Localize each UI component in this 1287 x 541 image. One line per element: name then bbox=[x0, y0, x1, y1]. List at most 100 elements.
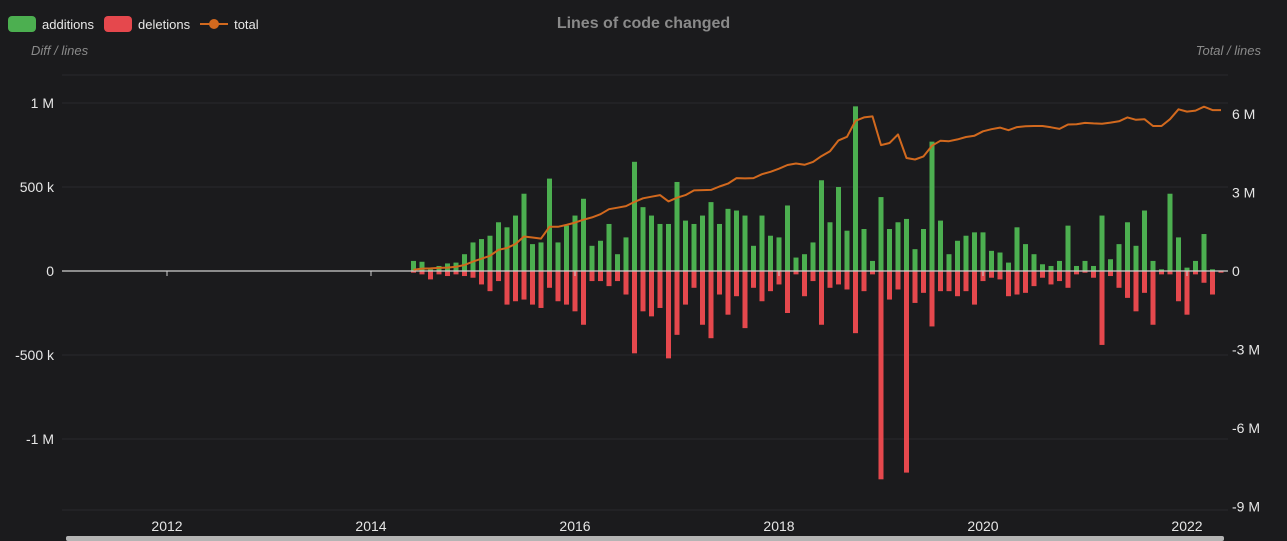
deletion-bar bbox=[921, 271, 926, 293]
addition-bar bbox=[1142, 210, 1147, 271]
deletion-bar bbox=[878, 271, 884, 480]
addition-bar bbox=[683, 220, 688, 271]
total-series-line bbox=[413, 105, 1221, 271]
addition-bar bbox=[1014, 227, 1020, 271]
addition-bar bbox=[1150, 260, 1156, 271]
y-axis-left-label: Diff / lines bbox=[31, 43, 89, 58]
addition-bar bbox=[742, 215, 748, 271]
deletion-bar bbox=[1099, 271, 1105, 345]
deletions-swatch bbox=[104, 16, 133, 32]
deletion-bar bbox=[861, 271, 867, 292]
addition-bar bbox=[963, 235, 969, 271]
deletion-bar bbox=[1082, 271, 1088, 273]
addition-bar bbox=[938, 220, 943, 271]
deletion-bar bbox=[802, 271, 807, 297]
x-tick-label: 2016 bbox=[559, 518, 590, 534]
addition-bar bbox=[802, 254, 807, 271]
deletion-bar bbox=[1040, 271, 1045, 278]
addition-bar bbox=[972, 232, 977, 271]
deletion-bar bbox=[1091, 271, 1096, 278]
deletion-bar bbox=[1133, 271, 1139, 312]
deletion-bar bbox=[785, 271, 790, 313]
addition-bar bbox=[1116, 244, 1122, 271]
deletion-bar bbox=[963, 271, 969, 292]
addition-bar bbox=[589, 245, 595, 271]
addition-bar bbox=[751, 245, 756, 271]
x-tick-label: 2014 bbox=[355, 518, 386, 534]
deletion-bar bbox=[632, 271, 637, 354]
deletion-bar bbox=[904, 271, 909, 473]
addition-bar bbox=[1082, 260, 1088, 271]
addition-bar bbox=[615, 254, 620, 271]
addition-bar bbox=[606, 223, 612, 271]
deletion-bar bbox=[1167, 271, 1173, 275]
addition-bar bbox=[462, 254, 467, 271]
deletion-bar bbox=[887, 271, 892, 300]
addition-bar bbox=[1065, 225, 1071, 271]
deletion-bar bbox=[547, 271, 552, 288]
deletion-bar bbox=[521, 271, 527, 300]
deletion-bar bbox=[725, 271, 731, 315]
deletion-bar bbox=[972, 271, 977, 305]
deletion-bar bbox=[1023, 271, 1028, 293]
addition-bar bbox=[912, 249, 918, 271]
addition-bar bbox=[700, 215, 705, 271]
deletion-bar bbox=[929, 271, 935, 327]
y-tick-label-right: 6 M bbox=[1232, 106, 1255, 122]
deletion-bar bbox=[1201, 271, 1207, 283]
deletion-bar bbox=[912, 271, 918, 303]
x-scrollbar[interactable] bbox=[66, 536, 1224, 541]
legend-deletions-label: deletions bbox=[138, 16, 191, 32]
deletion-bar bbox=[581, 271, 586, 325]
deletion-bar bbox=[1193, 271, 1198, 275]
deletion-bar bbox=[793, 271, 799, 275]
deletion-bar bbox=[717, 271, 722, 295]
deletion-bar bbox=[657, 271, 663, 308]
addition-bar bbox=[725, 208, 731, 271]
legend-deletions[interactable]: deletions bbox=[104, 16, 190, 32]
legend-total[interactable]: total bbox=[200, 16, 259, 32]
y-tick-label-right: -9 M bbox=[1232, 499, 1260, 515]
deletion-bar bbox=[708, 271, 714, 339]
addition-bar bbox=[980, 232, 986, 271]
addition-bar bbox=[1074, 265, 1079, 271]
addition-bar bbox=[1159, 269, 1164, 271]
deletion-bar bbox=[819, 271, 824, 325]
addition-bar bbox=[547, 178, 552, 271]
addition-bar bbox=[827, 222, 833, 271]
addition-bar bbox=[870, 260, 875, 271]
deletion-bar bbox=[683, 271, 688, 305]
x-tick-label: 2012 bbox=[151, 518, 182, 534]
deletion-bar bbox=[1210, 271, 1215, 295]
addition-bar bbox=[1133, 245, 1139, 271]
addition-bar bbox=[1040, 264, 1045, 271]
addition-bar bbox=[504, 227, 510, 271]
deletion-bar bbox=[836, 271, 841, 285]
deletion-bar bbox=[1006, 271, 1011, 297]
deletion-bar bbox=[1142, 271, 1147, 293]
addition-bar bbox=[1023, 244, 1028, 271]
y-axis-right-label: Total / lines bbox=[1195, 43, 1261, 58]
deletion-bar bbox=[844, 271, 850, 290]
addition-bar bbox=[411, 260, 416, 271]
deletion-bar bbox=[1031, 271, 1037, 287]
deletion-bar bbox=[530, 271, 535, 305]
y-tick-label-left: 500 k bbox=[20, 179, 55, 195]
deletion-bar bbox=[1150, 271, 1156, 325]
addition-bar bbox=[581, 198, 586, 271]
deletion-bar bbox=[504, 271, 510, 305]
addition-bar bbox=[1031, 254, 1037, 271]
addition-bar bbox=[538, 242, 544, 271]
addition-bar bbox=[708, 202, 714, 271]
y-tick-label-right: -6 M bbox=[1232, 420, 1260, 436]
addition-bar bbox=[955, 240, 960, 271]
deletion-bar bbox=[453, 271, 459, 275]
deletion-bar bbox=[445, 271, 450, 277]
y-tick-label-right: -3 M bbox=[1232, 342, 1260, 358]
deletion-bar bbox=[938, 271, 943, 292]
addition-bar bbox=[1201, 234, 1207, 271]
legend-additions[interactable]: additions bbox=[8, 16, 94, 32]
x-tick-label: 2018 bbox=[763, 518, 794, 534]
